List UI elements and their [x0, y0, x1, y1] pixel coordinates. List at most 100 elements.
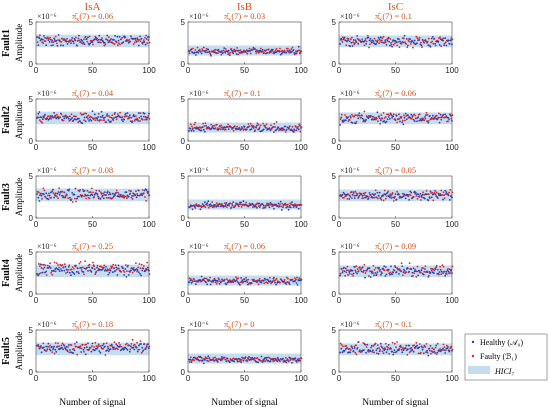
faulty-point	[291, 278, 294, 281]
healthy-point	[412, 350, 415, 353]
faulty-point	[418, 36, 421, 39]
faulty-point	[132, 113, 135, 116]
healthy-point	[233, 360, 236, 363]
faulty-point	[109, 41, 111, 43]
faulty-point	[412, 46, 414, 49]
faulty-point	[77, 271, 80, 273]
healthy-point	[113, 39, 115, 41]
healthy-point	[445, 271, 448, 273]
pi-annotation: π̂κ(7) = 0.03	[224, 11, 265, 23]
faulty-point	[436, 342, 439, 345]
healthy-point	[340, 116, 343, 119]
faulty-point	[355, 353, 358, 356]
healthy-point	[44, 37, 46, 39]
faulty-point	[66, 194, 68, 196]
healthy-point	[448, 268, 451, 271]
healthy-point	[381, 272, 383, 275]
faulty-point	[379, 40, 382, 42]
faulty-point	[249, 357, 252, 359]
faulty-point	[122, 269, 125, 272]
healthy-point	[287, 208, 290, 211]
healthy-point	[106, 34, 109, 37]
faulty-point	[366, 35, 369, 37]
faulty-point	[137, 120, 140, 122]
faulty-point	[46, 264, 49, 267]
healthy-point	[236, 360, 239, 363]
healthy-point	[82, 113, 85, 116]
healthy-point	[190, 48, 193, 51]
faulty-point	[96, 264, 99, 267]
legend-band-swatch	[468, 366, 490, 374]
faulty-point	[147, 39, 150, 41]
healthy-point	[78, 195, 80, 198]
healthy-point	[368, 267, 371, 270]
healthy-point	[351, 122, 354, 124]
faulty-point	[273, 360, 276, 362]
healthy-point	[117, 39, 120, 42]
faulty-point	[142, 115, 145, 118]
healthy-point	[275, 129, 277, 131]
healthy-point	[81, 40, 84, 42]
healthy-point	[288, 283, 291, 285]
faulty-point	[46, 36, 49, 39]
healthy-point	[421, 193, 424, 196]
healthy-point	[69, 271, 71, 274]
faulty-point	[131, 338, 134, 341]
faulty-point	[390, 43, 393, 46]
healthy-point	[244, 280, 247, 283]
faulty-point	[95, 270, 98, 273]
faulty-point	[44, 264, 47, 267]
faulty-point	[439, 266, 441, 268]
healthy-point	[368, 39, 371, 42]
healthy-point	[262, 204, 265, 207]
healthy-point	[79, 347, 81, 349]
faulty-point	[60, 113, 63, 116]
healthy-point	[148, 347, 150, 350]
healthy-point	[252, 46, 255, 49]
faulty-point	[88, 197, 91, 200]
faulty-point	[254, 129, 257, 132]
faulty-point	[188, 360, 191, 363]
healthy-point	[436, 351, 439, 354]
healthy-point	[367, 36, 370, 39]
x-tick-label: 100	[142, 66, 156, 75]
faulty-point	[86, 40, 89, 43]
faulty-point	[112, 119, 115, 122]
faulty-point	[283, 279, 286, 281]
faulty-point	[390, 197, 393, 200]
faulty-point	[360, 116, 362, 119]
healthy-point	[148, 269, 150, 272]
faulty-point	[126, 115, 128, 117]
faulty-point	[375, 273, 378, 276]
y-tick-label: 0	[181, 137, 186, 146]
faulty-point	[370, 346, 372, 349]
healthy-point	[348, 198, 351, 200]
faulty-point	[37, 116, 40, 119]
faulty-point	[49, 116, 51, 119]
faulty-point	[340, 39, 343, 41]
y-tick-label: 5	[29, 326, 34, 335]
healthy-point	[385, 273, 388, 276]
healthy-point	[104, 345, 106, 348]
healthy-point	[433, 348, 435, 351]
healthy-point	[435, 344, 438, 347]
healthy-point	[437, 41, 440, 43]
healthy-point	[398, 273, 400, 275]
healthy-point	[448, 43, 451, 45]
faulty-point	[423, 42, 426, 44]
healthy-point	[57, 34, 60, 36]
faulty-point	[443, 270, 446, 273]
healthy-point	[291, 201, 293, 204]
healthy-point	[372, 349, 374, 352]
y-tick-label: 5	[29, 95, 34, 104]
faulty-point	[103, 264, 106, 267]
healthy-point	[283, 280, 285, 283]
faulty-point	[372, 40, 375, 43]
faulty-point	[420, 199, 422, 201]
healthy-point	[427, 199, 430, 202]
faulty-point	[247, 123, 250, 125]
faulty-point	[406, 46, 409, 49]
exponent-label: ×10⁻⁶	[189, 320, 209, 329]
healthy-point	[245, 49, 248, 51]
faulty-point	[91, 345, 93, 347]
